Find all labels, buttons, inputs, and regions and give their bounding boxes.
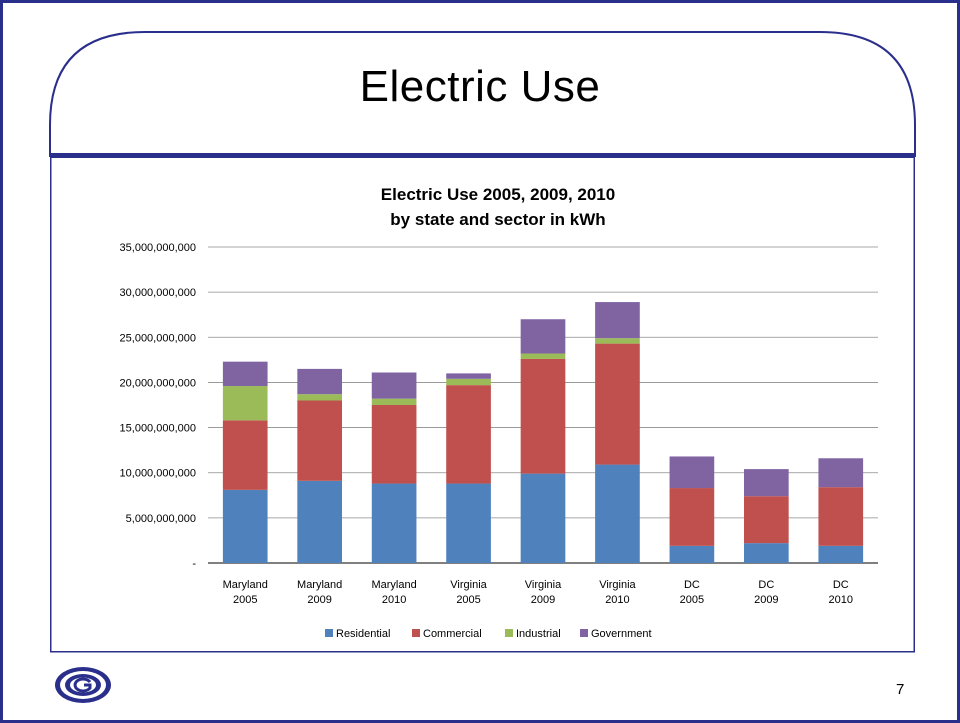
x-tick-label: 2009	[531, 594, 555, 606]
bar-segment-industrial	[371, 398, 417, 405]
bar-segment-residential	[669, 545, 715, 563]
bars	[222, 302, 864, 563]
bar-segment-residential	[446, 483, 491, 563]
legend-label: Residential	[336, 628, 390, 640]
bar-segment-commercial	[669, 488, 715, 546]
bar-segment-residential	[222, 489, 268, 563]
y-tick-label: 25,000,000,000	[120, 332, 196, 344]
x-tick-label: 2009	[754, 594, 778, 606]
x-tick-label: Maryland	[371, 579, 416, 591]
page-number: 7	[896, 681, 905, 698]
x-tick-label: DC	[684, 579, 700, 591]
bar-segment-commercial	[222, 420, 268, 490]
x-tick-label: 2005	[456, 594, 480, 606]
bar-segment-residential	[520, 473, 566, 563]
content-right-border	[913, 157, 915, 652]
bar-segment-residential	[297, 480, 342, 563]
title-underline	[50, 153, 915, 158]
bar-segment-commercial	[744, 496, 789, 544]
bar-segment-residential	[818, 545, 864, 563]
x-tick-label: 2010	[605, 594, 629, 606]
legend-swatch	[505, 629, 513, 637]
bar-segment-industrial	[520, 353, 566, 359]
bar-segment-government	[595, 302, 640, 339]
company-logo	[55, 667, 111, 703]
x-tick-label: 2005	[680, 594, 704, 606]
bar-segment-commercial	[595, 343, 640, 465]
x-axis-ticks: Maryland 2005 Maryland 2009 Maryland 2010 Virg…	[223, 579, 853, 606]
content-bottom-border	[50, 651, 915, 653]
legend-label: Commercial	[423, 628, 482, 640]
legend-swatch	[325, 629, 333, 637]
bar-segment-residential	[595, 464, 640, 563]
y-axis-ticks: - 5,000,000,000 10,000,000,000 15,000,000,0…	[120, 242, 197, 570]
bar-segment-government	[669, 456, 715, 489]
bar-segment-government	[222, 361, 268, 387]
bar-segment-industrial	[446, 378, 491, 386]
y-tick-label: -	[192, 558, 196, 570]
x-tick-label: Maryland	[223, 579, 268, 591]
y-tick-label: 30,000,000,000	[120, 287, 196, 299]
bar-segment-residential	[744, 543, 789, 563]
legend: Residential Commercial Industrial Governmen…	[325, 628, 652, 640]
bar-segment-government	[520, 319, 566, 354]
bar-segment-commercial	[520, 358, 566, 474]
legend-swatch	[412, 629, 420, 637]
bar-segment-government	[446, 373, 491, 379]
bar-segment-commercial	[371, 405, 417, 484]
chart-title: Electric Use 2005, 2009, 2010 by state a…	[381, 185, 615, 229]
bar-segment-residential	[371, 483, 417, 563]
title-arc	[49, 31, 916, 157]
slide-title: Electric Use	[359, 62, 601, 111]
x-tick-label: Maryland	[297, 579, 342, 591]
bar-segment-commercial	[446, 385, 491, 484]
bar-segment-commercial	[297, 400, 342, 481]
x-tick-label: DC	[833, 579, 849, 591]
bar-segment-government	[371, 372, 417, 399]
y-tick-label: 15,000,000,000	[120, 423, 196, 435]
bar-segment-government	[297, 368, 342, 395]
bar-segment-industrial	[595, 338, 640, 344]
bar-segment-government	[818, 458, 864, 488]
legend-swatch	[580, 629, 588, 637]
x-tick-label: Virginia	[525, 579, 562, 591]
y-tick-label: 35,000,000,000	[120, 242, 196, 254]
x-tick-label: DC	[758, 579, 774, 591]
y-tick-label: 5,000,000,000	[126, 513, 196, 525]
x-tick-label: 2010	[829, 594, 853, 606]
content-left-border	[50, 157, 52, 652]
bar-segment-industrial	[222, 386, 268, 421]
chart-title-line-1: Electric Use 2005, 2009, 2010	[381, 185, 615, 204]
y-tick-label: 10,000,000,000	[120, 468, 196, 480]
y-tick-label: 20,000,000,000	[120, 377, 196, 389]
x-tick-label: 2010	[382, 594, 406, 606]
legend-label: Industrial	[516, 628, 561, 640]
legend-label: Government	[591, 628, 652, 640]
bar-segment-industrial	[297, 394, 342, 401]
x-tick-label: Virginia	[450, 579, 487, 591]
x-tick-label: 2009	[307, 594, 331, 606]
bar-segment-government	[744, 469, 789, 497]
x-tick-label: 2005	[233, 594, 257, 606]
x-tick-label: Virginia	[599, 579, 636, 591]
chart-title-line-2: by state and sector in kWh	[390, 210, 605, 229]
bar-segment-commercial	[818, 487, 864, 546]
